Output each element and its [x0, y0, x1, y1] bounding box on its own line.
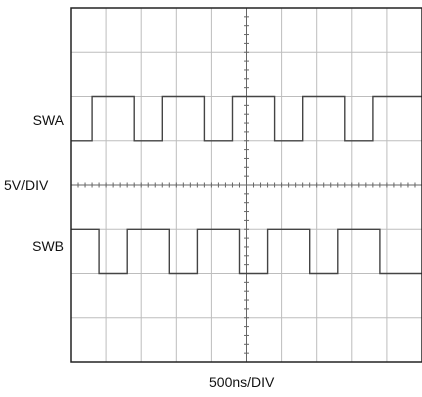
trace-swb [71, 228, 422, 275]
x-axis-label: 500ns/DIV [209, 374, 275, 390]
center-axes [71, 8, 422, 362]
series-label-swb: SWB [32, 238, 64, 254]
trace-swa [71, 95, 422, 142]
plot-frame [70, 7, 422, 363]
series-label-swa: SWA [32, 112, 64, 128]
y-axis-label: 5V/DIV [4, 177, 49, 193]
